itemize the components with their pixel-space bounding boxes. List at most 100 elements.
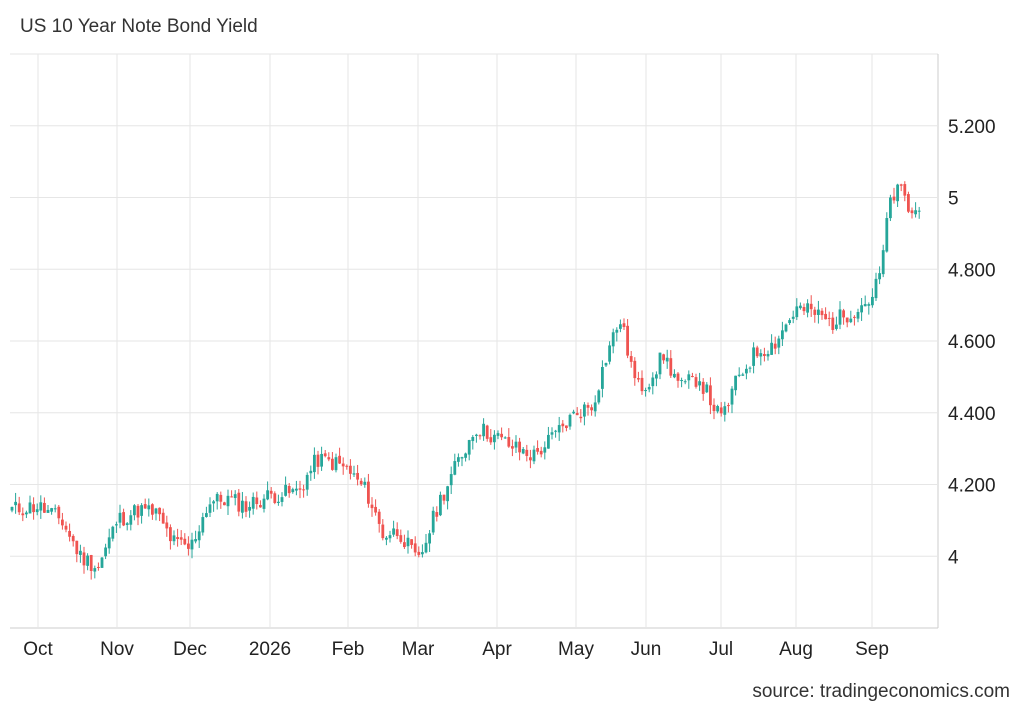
x-tick-label: Apr (482, 639, 512, 660)
candle-body (601, 367, 604, 389)
candle-body (79, 550, 82, 555)
candle-body (849, 318, 853, 323)
candle-body (903, 184, 907, 196)
candle-body (842, 310, 845, 318)
candle-body (579, 416, 583, 419)
candle-body (172, 535, 176, 542)
candle-body (179, 537, 183, 540)
candle-body (298, 488, 302, 490)
candle-body (431, 510, 435, 533)
candle-body (773, 343, 777, 349)
candle-body (338, 455, 341, 464)
candle-body (867, 304, 871, 306)
candle-body (874, 278, 878, 299)
candle-body (802, 307, 806, 312)
candle-body (122, 512, 125, 526)
y-tick-label: 5 (948, 189, 959, 210)
candle-body (410, 539, 413, 545)
candle-body (201, 517, 205, 533)
candle-body (28, 502, 32, 514)
candle-body (871, 296, 874, 306)
candle-body (748, 367, 752, 369)
candle-body (597, 390, 601, 403)
candle-body (435, 512, 439, 517)
candle-body (273, 493, 277, 503)
candle-body (759, 353, 763, 357)
candle-body (694, 377, 698, 387)
candle-body (809, 303, 813, 310)
candle-body (413, 543, 417, 553)
candle-body (647, 387, 651, 390)
candle-body (723, 406, 727, 415)
candle-body (392, 528, 395, 535)
candle-body (719, 407, 723, 414)
candle-body (611, 332, 615, 347)
candle-body (248, 506, 251, 511)
x-tick-label: Nov (100, 639, 134, 660)
candle-body (305, 474, 309, 490)
candle-body (629, 356, 633, 362)
candle-body (860, 305, 863, 313)
candle-body (781, 330, 784, 340)
candle-body (115, 524, 118, 526)
x-tick-label: Mar (402, 639, 435, 660)
candle-body (741, 374, 745, 376)
x-tick-label: Jul (709, 639, 733, 660)
candle-body (917, 210, 921, 212)
candle-body (482, 423, 485, 437)
candle-body (824, 313, 827, 320)
candle-body (35, 509, 39, 513)
candle-body (377, 511, 381, 524)
candle-body (165, 522, 169, 529)
candle-body (295, 488, 298, 491)
candle-body (845, 317, 849, 323)
candle-body (485, 425, 489, 439)
candle-body (838, 309, 842, 325)
candle-body (10, 506, 14, 511)
candle-body (799, 305, 802, 309)
candle-body (428, 533, 431, 544)
candle-body (14, 501, 17, 506)
candle-body (795, 306, 799, 318)
x-tick-label: Oct (23, 639, 53, 660)
y-tick-label: 4.600 (948, 332, 996, 353)
candle-body (251, 496, 255, 509)
candle-body (889, 197, 892, 219)
candle-body (388, 535, 392, 539)
candle-body (745, 368, 748, 374)
candle-body (813, 309, 817, 315)
candle-body (323, 453, 327, 457)
candle-body (496, 433, 500, 436)
candle-body (521, 449, 525, 454)
candle-body (716, 406, 719, 412)
x-tick-label: Aug (779, 639, 813, 660)
candle-body (604, 363, 608, 366)
candle-body (75, 540, 79, 555)
candle-body (107, 537, 111, 549)
x-tick-label: Sep (855, 639, 889, 660)
candle-body (352, 473, 356, 475)
candle-body (914, 210, 917, 215)
candle-body (194, 539, 197, 542)
candle-body (453, 461, 457, 475)
candle-body (669, 358, 673, 376)
candle-body (53, 508, 57, 510)
candle-body (136, 505, 140, 518)
candle-body (39, 502, 43, 511)
candle-body (208, 504, 212, 513)
candle-body (532, 449, 536, 462)
candle-body (525, 449, 529, 456)
candle-body (691, 376, 694, 378)
candle-body (511, 446, 514, 449)
candle-body (539, 450, 543, 455)
candle-body (827, 317, 831, 319)
candle-body (820, 310, 824, 316)
candle-body (421, 552, 424, 555)
y-tick-label: 4.200 (948, 476, 996, 497)
candle-body (881, 250, 885, 275)
candle-body (878, 273, 881, 280)
candle-body (651, 377, 655, 387)
y-tick-label: 4 (948, 547, 959, 568)
candle-body (349, 465, 352, 474)
candle-body (43, 502, 46, 513)
